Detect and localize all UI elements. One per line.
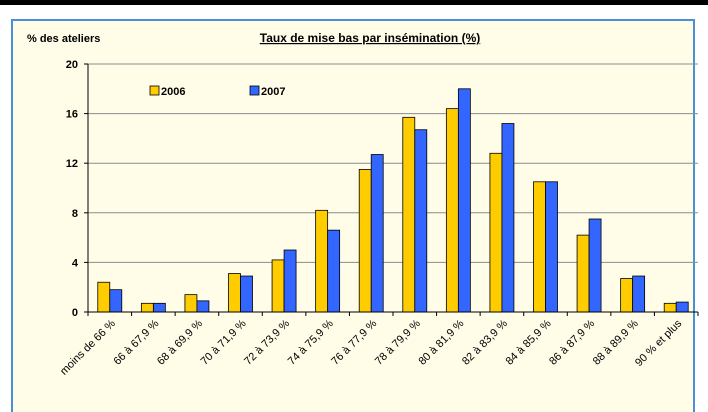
legend-label-2006: 2006 — [161, 86, 185, 98]
bar-2006-4 — [271, 259, 285, 313]
x-tick-label: moins de 66 % — [58, 317, 118, 377]
bar-2007-2 — [196, 300, 210, 313]
bar-2007-10 — [545, 181, 558, 313]
bar-2007-4 — [283, 249, 297, 313]
y-tick-label: 0 — [72, 307, 78, 319]
x-tick-label: 72 à 73,9 % — [242, 317, 292, 367]
bar-2006-13 — [663, 302, 677, 313]
x-tick-label: 78 à 79,9 % — [373, 317, 423, 367]
bar-2006-6 — [358, 168, 372, 313]
bar-2006-10 — [533, 181, 546, 313]
bar-2006-3 — [228, 273, 241, 313]
y-tick-label: 4 — [72, 257, 79, 269]
top-rule — [0, 0, 708, 5]
x-tick-label: 82 à 83,9 % — [460, 317, 510, 367]
x-tick-label: 80 à 81,9 % — [416, 317, 466, 367]
bar-2006-8 — [445, 108, 459, 313]
bars — [97, 88, 689, 313]
bar-2006-7 — [402, 116, 416, 313]
bar-2007-5 — [327, 229, 341, 313]
bar-2006-12 — [620, 278, 634, 313]
x-tick-label: 90 % et plus — [633, 317, 685, 369]
bar-2006-0 — [97, 281, 111, 313]
y-tick-label: 8 — [72, 208, 78, 220]
bar-2006-2 — [184, 294, 198, 313]
bar-2007-1 — [152, 302, 166, 313]
bar-2007-0 — [109, 289, 123, 313]
legend-swatch-2007 — [249, 85, 260, 96]
bar-2007-12 — [632, 275, 646, 313]
bar-2007-3 — [240, 275, 253, 313]
bar-2007-11 — [588, 218, 602, 313]
x-tick-label: 86 à 87,9 % — [547, 317, 597, 367]
bar-2007-7 — [414, 129, 428, 313]
bar-2007-8 — [457, 88, 471, 313]
bar-2007-13 — [675, 301, 689, 313]
x-tick-label: 76 à 77,9 % — [329, 317, 379, 367]
bar-2006-9 — [489, 152, 503, 313]
bar-2006-11 — [576, 234, 590, 313]
bar-2006-5 — [315, 209, 329, 313]
y-axis-label: % des ateliers — [27, 33, 100, 45]
bar-2007-6 — [370, 154, 384, 313]
bar-2006-1 — [140, 302, 154, 313]
y-tick-label: 16 — [66, 109, 78, 121]
bar-2007-9 — [501, 123, 515, 313]
x-tick-label: 74 à 75,9 % — [286, 317, 336, 367]
legend-label-2007: 2007 — [261, 86, 285, 98]
gridlines — [88, 63, 698, 313]
x-tick-label: 66 à 67,9 % — [111, 317, 161, 367]
legend-swatch-2006 — [149, 85, 160, 96]
y-tick-label: 12 — [66, 158, 78, 170]
x-tick-label: 70 à 71,9 % — [199, 317, 249, 367]
x-tick-label: 68 à 69,9 % — [155, 317, 205, 367]
chart-title: Taux de mise bas par insémination (%) — [260, 31, 481, 45]
x-tick-label: 84 à 85,9 % — [504, 317, 554, 367]
legend: 2006 2007 — [149, 85, 285, 98]
chart-panel — [11, 19, 695, 412]
y-tick-label: 20 — [66, 59, 78, 71]
